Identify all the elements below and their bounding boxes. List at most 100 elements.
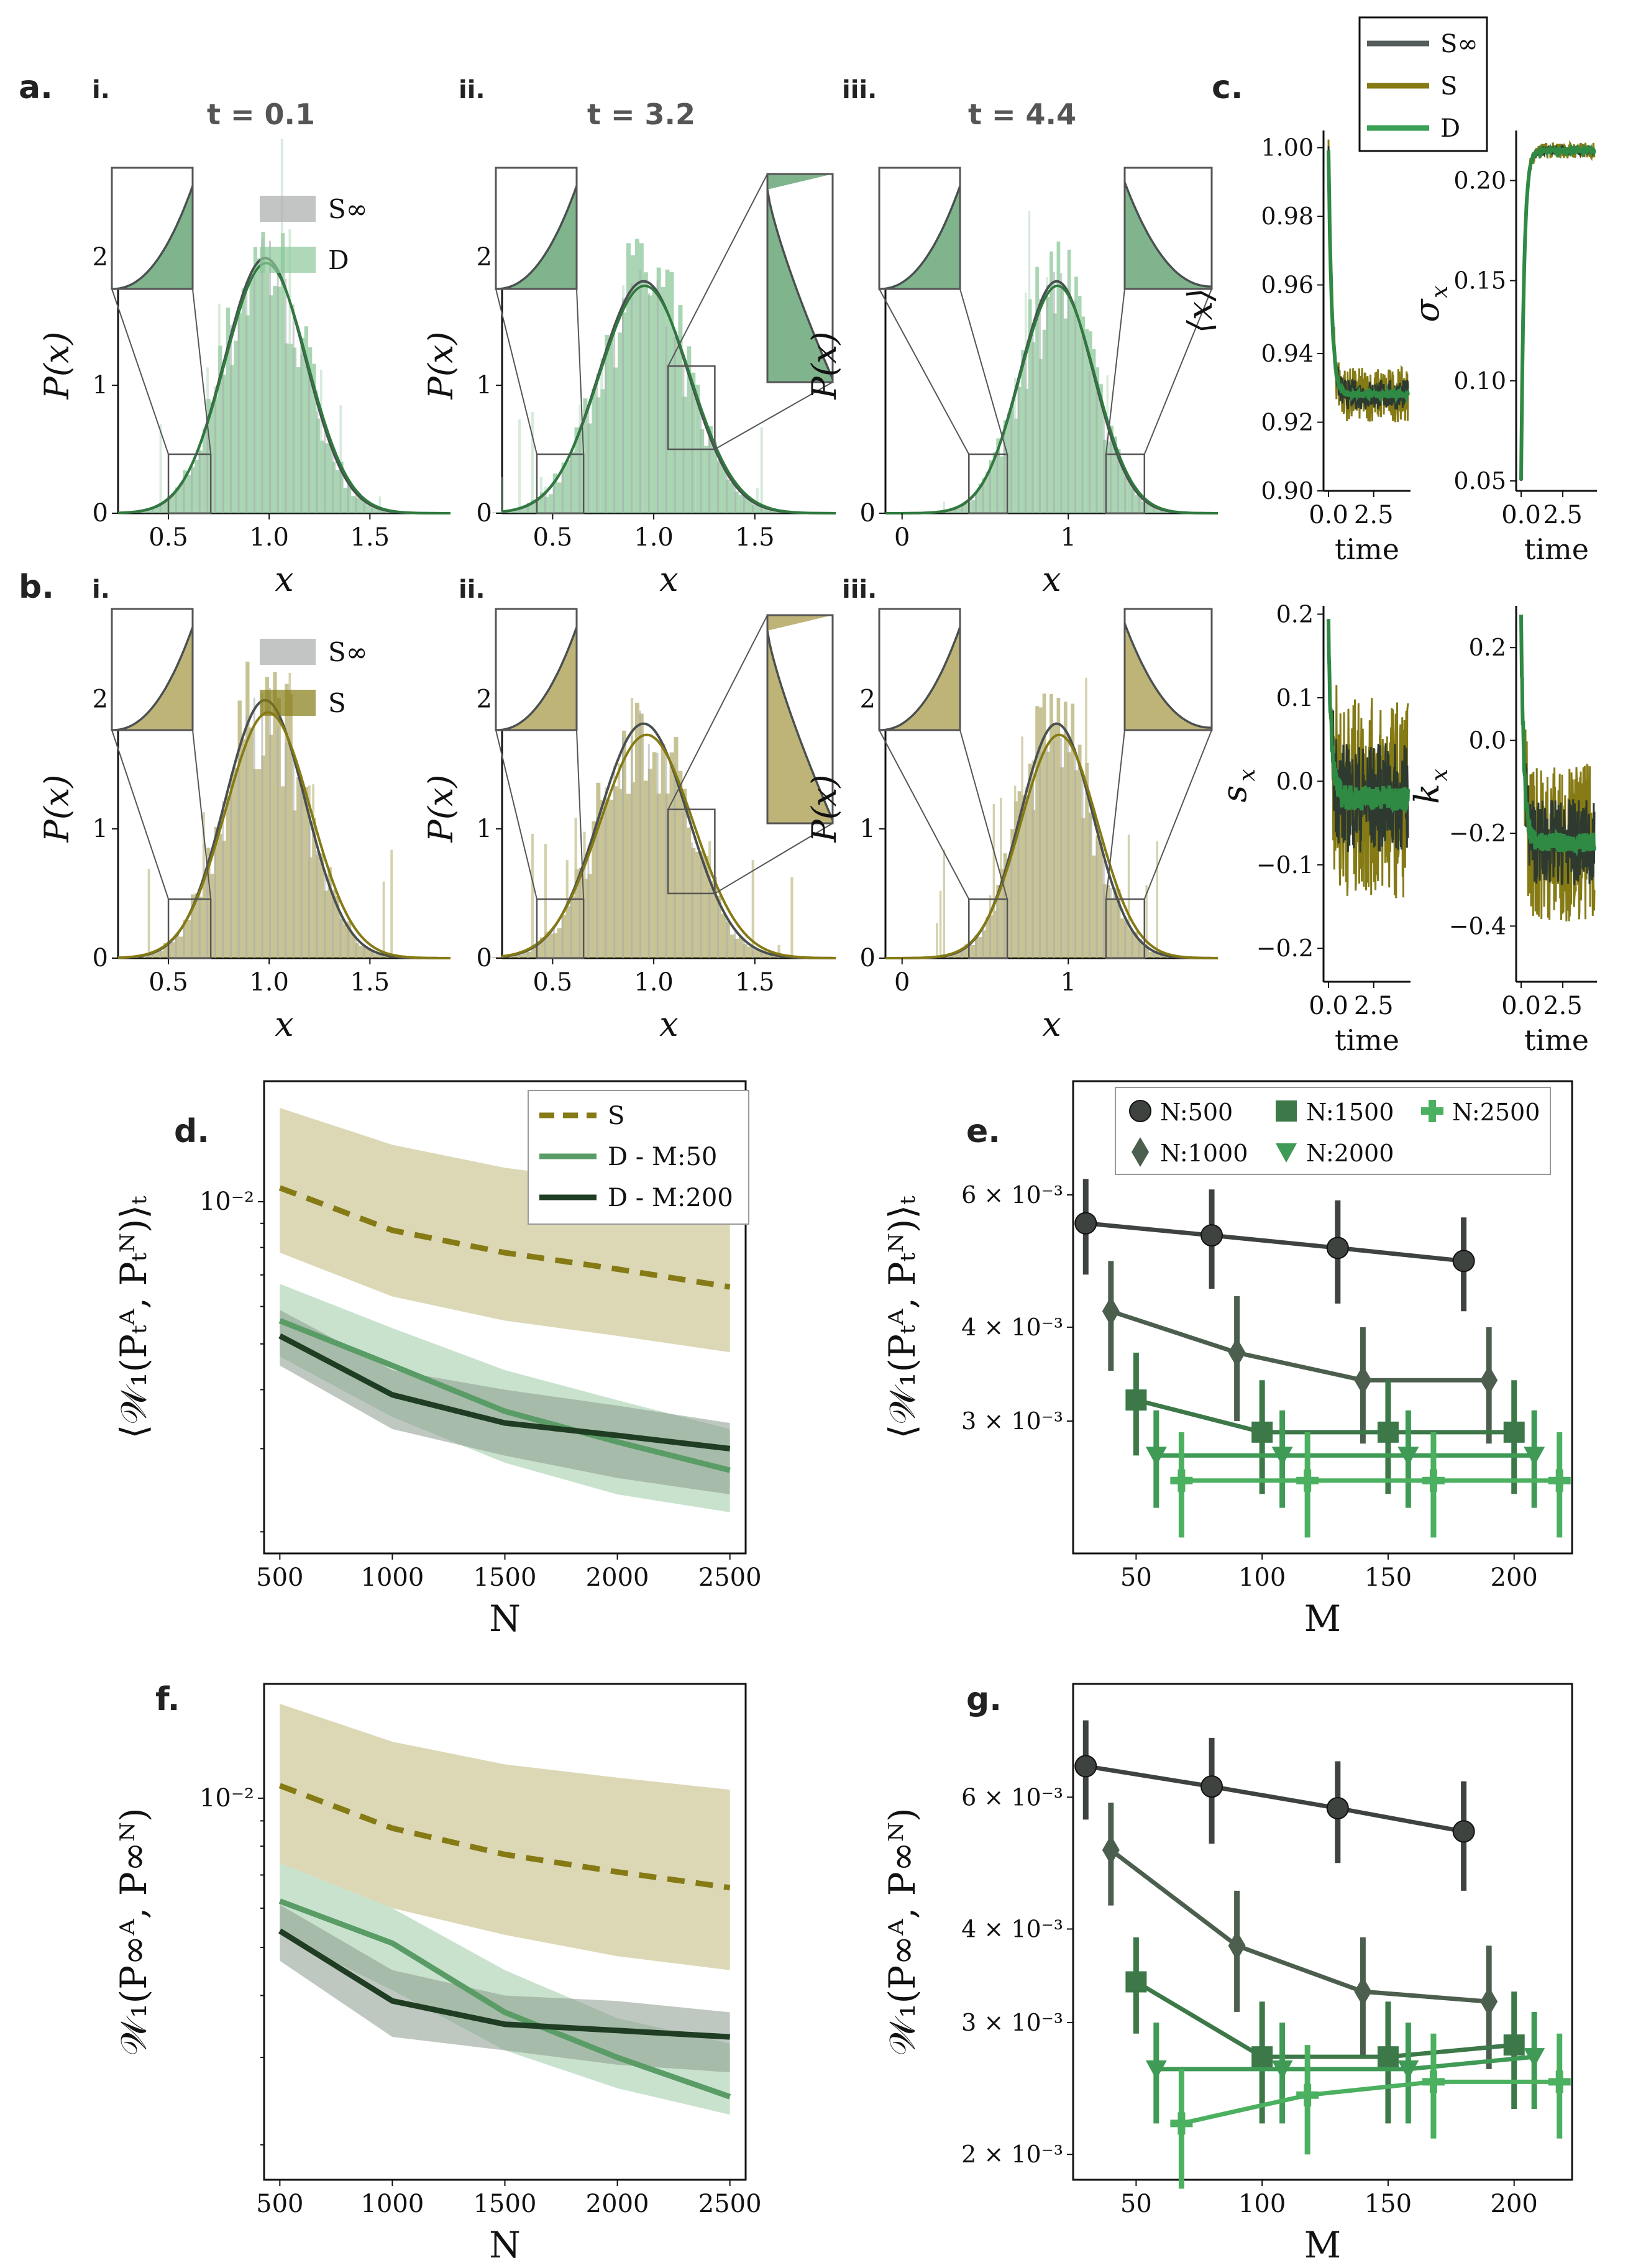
hist-bar-sinf xyxy=(206,866,209,958)
hist-bar-spike xyxy=(600,357,603,390)
hist-bar xyxy=(265,677,269,958)
hist-bar-sinf xyxy=(347,929,349,958)
hist-bar-sinf xyxy=(277,267,279,513)
hist-bar xyxy=(288,693,293,958)
hist-bar xyxy=(1135,495,1139,513)
hist-bar xyxy=(743,493,748,513)
hist-bar-sinf xyxy=(1152,951,1155,958)
y-tick-a-ii-0: 0 xyxy=(477,499,492,528)
y-tick-a-i-2: 2 xyxy=(93,243,108,272)
legend-a-swatch-0 xyxy=(260,196,316,222)
hist-bar xyxy=(674,737,679,958)
curve-d xyxy=(501,284,836,514)
series-line-g-1 xyxy=(1109,1848,1489,2004)
hist-bar xyxy=(957,508,961,513)
hist-bar xyxy=(708,880,713,958)
hist-bar xyxy=(565,460,570,513)
hist-bar xyxy=(336,895,340,958)
point-g-1 xyxy=(1102,1835,1120,1865)
hist-bar-sinf xyxy=(222,801,224,958)
hist-bar-spike xyxy=(288,673,291,694)
hist-bar xyxy=(557,482,562,513)
hist-bar xyxy=(288,344,293,513)
hist-bar xyxy=(331,890,336,958)
hist-bar xyxy=(992,910,997,958)
legend-e-label-1: N:1000 xyxy=(1160,1140,1248,1167)
hist-bar xyxy=(186,920,191,958)
point-e-3 xyxy=(1271,1447,1293,1466)
hist-bar xyxy=(950,508,954,513)
hist-bar-sinf xyxy=(1038,746,1041,958)
x-tick-b-ii-0: 0.5 xyxy=(533,968,573,997)
hist-bar-sinf xyxy=(308,818,310,958)
hist-bar-spike xyxy=(147,869,150,954)
hist-bar-sinf xyxy=(378,953,381,958)
hist-bar-sinf xyxy=(527,949,529,958)
hist-bar-spike xyxy=(378,496,382,510)
hist-bar xyxy=(729,934,734,958)
hist-bar-sinf xyxy=(605,355,607,513)
hist-bar xyxy=(760,507,765,513)
point-g-2 xyxy=(1503,2034,1525,2056)
x-label-c-sigma: time xyxy=(1524,533,1589,566)
hist-bar-sinf xyxy=(1145,503,1148,513)
hist-bar-sinf xyxy=(596,816,598,958)
hist-bar-sinf xyxy=(975,935,977,958)
y-tick-a-i-0: 0 xyxy=(93,499,108,528)
hist-bar xyxy=(535,943,540,958)
hist-bar-spike xyxy=(1013,785,1017,802)
hist-bar xyxy=(367,948,371,958)
hist-bar xyxy=(237,700,242,958)
hist-bar-sinf xyxy=(647,293,650,513)
hist-bar-sinf xyxy=(1046,285,1048,513)
inset-left-curve xyxy=(495,185,578,290)
inset-left-frame xyxy=(111,608,194,731)
hist-bar xyxy=(552,933,557,958)
hist-bar-sinf xyxy=(708,434,711,513)
hist-bar xyxy=(592,821,597,958)
hist-bar-sinf xyxy=(331,894,334,958)
hist-bar-sinf xyxy=(996,451,999,513)
hist-bar xyxy=(202,878,207,958)
legend-c-label-2: D xyxy=(1440,114,1460,143)
inset-right-frame xyxy=(1123,167,1213,290)
hist-bar xyxy=(359,945,364,958)
hist-bar xyxy=(308,347,313,513)
legend-d-label-2: D - M:200 xyxy=(608,1184,733,1212)
hist-bar xyxy=(496,511,501,513)
hist-bar xyxy=(214,826,219,958)
x-tick-a-iii-0: 0 xyxy=(894,523,910,552)
y-label-b-i: P(x) xyxy=(37,775,76,843)
hist-bar-spike xyxy=(390,849,393,956)
x-tick-f-3: 2000 xyxy=(586,2190,649,2218)
hist-bar xyxy=(382,955,386,958)
point-g-0 xyxy=(1326,1797,1349,1820)
hist-bar xyxy=(1028,299,1032,513)
point-e-3 xyxy=(1145,1447,1167,1466)
inset-left-curve xyxy=(495,626,578,731)
hist-bar-sinf xyxy=(253,273,255,513)
band-f-0 xyxy=(280,1704,730,1970)
series-line-f-2 xyxy=(278,1928,730,2040)
hist-bar xyxy=(316,418,320,513)
x-tick-g-2: 150 xyxy=(1365,2190,1412,2218)
panel-label-a: a. xyxy=(19,69,53,106)
hist-bar xyxy=(339,461,344,513)
legend-e-label-3: N:2000 xyxy=(1306,1140,1394,1167)
hist-bar-spike xyxy=(531,833,534,945)
y-label-b-ii: P(x) xyxy=(421,775,460,843)
hist-bar xyxy=(312,818,316,958)
x-label-a-i: x xyxy=(275,560,293,599)
zoom-connector xyxy=(667,615,768,810)
zoom-connector xyxy=(1143,288,1212,455)
hist-bar-sinf xyxy=(1131,488,1133,513)
x-tick-b-ii-2: 1.5 xyxy=(735,968,775,997)
inset-right-mask xyxy=(1125,168,1212,287)
hist-bar xyxy=(691,372,696,513)
hist-bar xyxy=(618,332,623,513)
hist-bar-sinf xyxy=(734,931,736,958)
point-e-1 xyxy=(1228,1337,1246,1368)
hist-bar xyxy=(539,492,544,513)
hist-bar xyxy=(743,944,748,958)
x-tick-c-kurt-1: 2.5 xyxy=(1543,992,1583,1020)
